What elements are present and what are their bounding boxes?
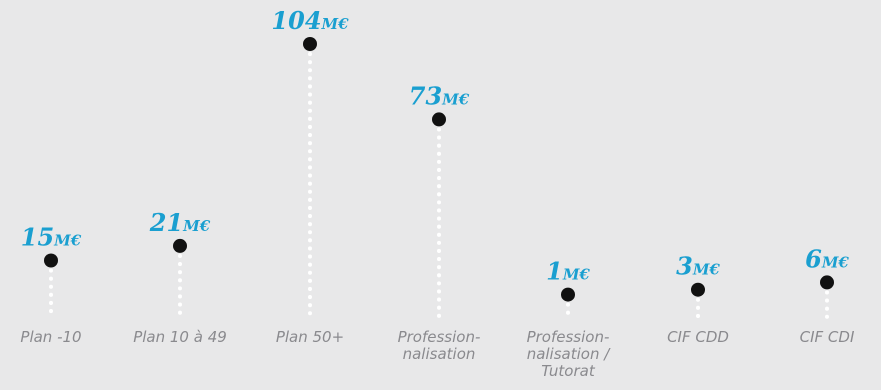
category-label: Plan -10 (20, 328, 81, 346)
value-label: 104M€ (271, 6, 349, 35)
category-label: Plan 10 à 49 (133, 328, 227, 346)
data-point (432, 112, 446, 127)
category-label: Profession-nalisation / Tutorat (527, 328, 612, 380)
data-point (561, 287, 575, 302)
category-label: CIF CDI (800, 328, 855, 346)
value-label: 21M€ (149, 208, 211, 237)
data-point (303, 37, 317, 51)
data-point (820, 275, 834, 290)
data-point (44, 253, 58, 268)
data-point (173, 238, 187, 253)
category-label: Profession-nalisation (398, 328, 481, 363)
value-label: 15M€ (21, 223, 82, 252)
data-point (691, 282, 705, 297)
value-label: 6M€ (805, 244, 849, 273)
category-label: Plan 50+ (276, 328, 344, 346)
value-label: 73M€ (409, 81, 470, 110)
value-label: 1M€ (546, 257, 590, 286)
value-label: 3M€ (676, 252, 720, 281)
category-label: CIF CDD (667, 328, 729, 346)
